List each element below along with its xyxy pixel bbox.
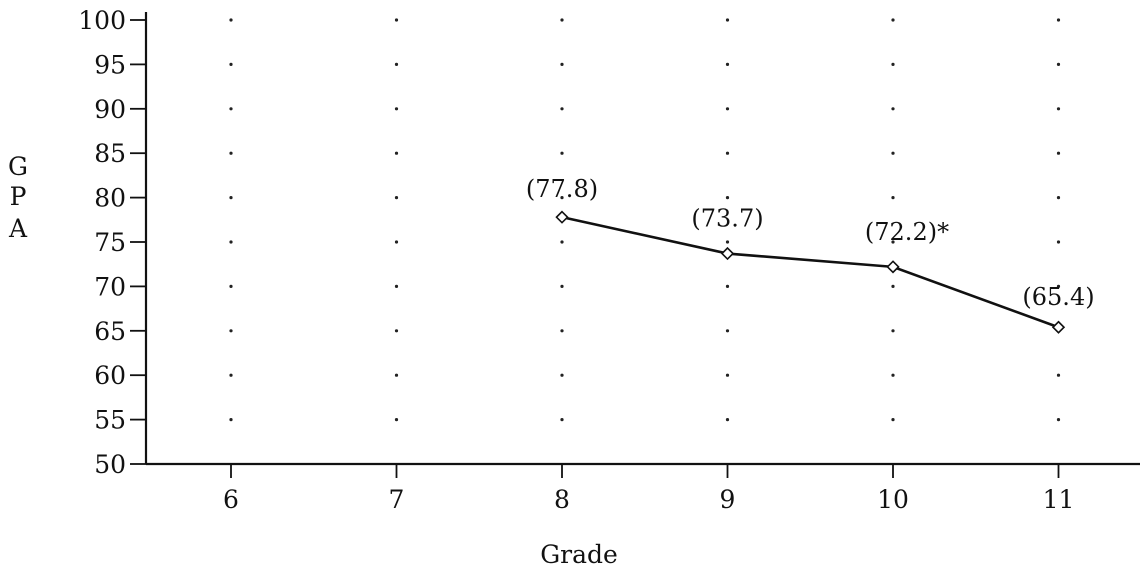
grid-dot <box>891 418 895 422</box>
grid-dot <box>725 62 730 66</box>
data-label: (77.8) <box>526 175 598 203</box>
x-tick-label: 8 <box>554 485 570 514</box>
y-axis-title-letter: A <box>8 214 28 243</box>
grid-dot <box>394 18 399 22</box>
grid-dot <box>394 151 399 155</box>
x-ticks: 6 7 8 9 10 11 <box>223 464 1074 514</box>
axes <box>144 12 1140 466</box>
grid-dot <box>891 284 895 288</box>
grid-dot <box>560 62 564 66</box>
grid-dot <box>725 329 730 333</box>
grid-dot <box>1056 373 1061 377</box>
y-axis-title-letter: G <box>8 152 28 181</box>
grid-dot <box>229 196 233 200</box>
data-label: (72.2)* <box>865 218 949 246</box>
x-tick-label: 9 <box>720 485 736 514</box>
grid-dot <box>1056 62 1061 66</box>
data-point-marker <box>1051 320 1066 334</box>
grid-dot <box>1056 107 1061 111</box>
y-tick-label: 70 <box>94 272 126 301</box>
grid-dot <box>1056 18 1061 22</box>
x-tick-label: 7 <box>389 485 405 514</box>
grid-dot <box>891 18 895 22</box>
grid-dot <box>394 107 399 111</box>
grid-dot <box>725 373 730 377</box>
grid-dot <box>891 107 895 111</box>
grid-dot <box>229 107 233 111</box>
grid-dot <box>229 418 233 422</box>
y-tick-label: 65 <box>94 317 126 346</box>
data-point-marker <box>720 246 735 261</box>
grid-dot <box>725 18 730 22</box>
grid-dot <box>1056 151 1061 155</box>
grid-dot <box>891 62 895 66</box>
grid-dot <box>394 418 399 422</box>
grid-dots <box>229 18 1061 422</box>
grid-dot <box>891 329 895 333</box>
y-ticks: 100 95 90 85 80 75 70 65 60 55 50 <box>78 6 146 479</box>
grid-dot <box>229 18 233 22</box>
grid-dot <box>725 107 730 111</box>
grid-dot <box>560 107 564 111</box>
y-tick-label: 50 <box>94 450 126 479</box>
grid-dot <box>394 240 399 244</box>
data-point-marker <box>886 260 900 274</box>
grid-dot <box>560 151 564 155</box>
y-tick-label: 55 <box>94 406 126 435</box>
grid-dot <box>394 373 399 377</box>
grid-dot <box>725 151 730 155</box>
grid-dot <box>229 240 233 244</box>
grid-dot <box>560 418 564 422</box>
y-tick-label: 60 <box>94 361 126 390</box>
y-tick-label: 90 <box>94 95 126 124</box>
data-label: (73.7) <box>691 205 763 233</box>
y-tick-label: 75 <box>94 228 126 257</box>
grid-dot <box>1056 418 1061 422</box>
grid-dot <box>229 284 233 288</box>
grid-dot <box>1056 196 1061 200</box>
grid-dot <box>394 329 399 333</box>
grid-dot <box>229 151 233 155</box>
grid-dot <box>1056 284 1061 288</box>
y-tick-label: 95 <box>94 50 126 79</box>
grid-dot <box>394 196 399 200</box>
grid-dot <box>560 373 564 377</box>
grid-dot <box>725 284 730 288</box>
y-tick-label: 100 <box>78 6 126 35</box>
grid-dot <box>1056 240 1061 244</box>
x-axis-title: Grade <box>540 540 618 569</box>
y-axis-title: G P A <box>8 152 28 243</box>
grid-dot <box>891 240 895 244</box>
series-line <box>561 215 1059 329</box>
series-gpa <box>555 210 1066 334</box>
data-labels: (77.8) (73.7) (72.2)* (65.4) <box>526 175 1095 311</box>
grid-dot <box>891 373 895 377</box>
y-tick-label: 80 <box>94 184 126 213</box>
data-label: (65.4) <box>1022 283 1094 311</box>
y-axis-title-letter: P <box>10 182 27 211</box>
grid-dot <box>891 196 895 200</box>
grid-dot <box>394 62 399 66</box>
grid-dot <box>725 418 730 422</box>
grid-dot <box>891 151 895 155</box>
grid-dot <box>560 196 564 200</box>
grid-dot <box>560 18 564 22</box>
grid-dot <box>560 284 564 288</box>
grid-dot <box>229 62 233 66</box>
data-point-marker <box>555 210 569 224</box>
grid-dot <box>394 284 399 288</box>
grid-dot <box>725 240 730 244</box>
x-tick-label: 10 <box>877 485 909 514</box>
x-tick-label: 6 <box>223 485 239 514</box>
grid-dot <box>229 329 233 333</box>
grid-dot <box>560 329 564 333</box>
grid-dot <box>229 373 233 377</box>
x-tick-label: 11 <box>1043 485 1075 514</box>
grid-dot <box>560 240 564 244</box>
grid-dot <box>725 196 730 200</box>
y-tick-label: 85 <box>94 139 126 168</box>
